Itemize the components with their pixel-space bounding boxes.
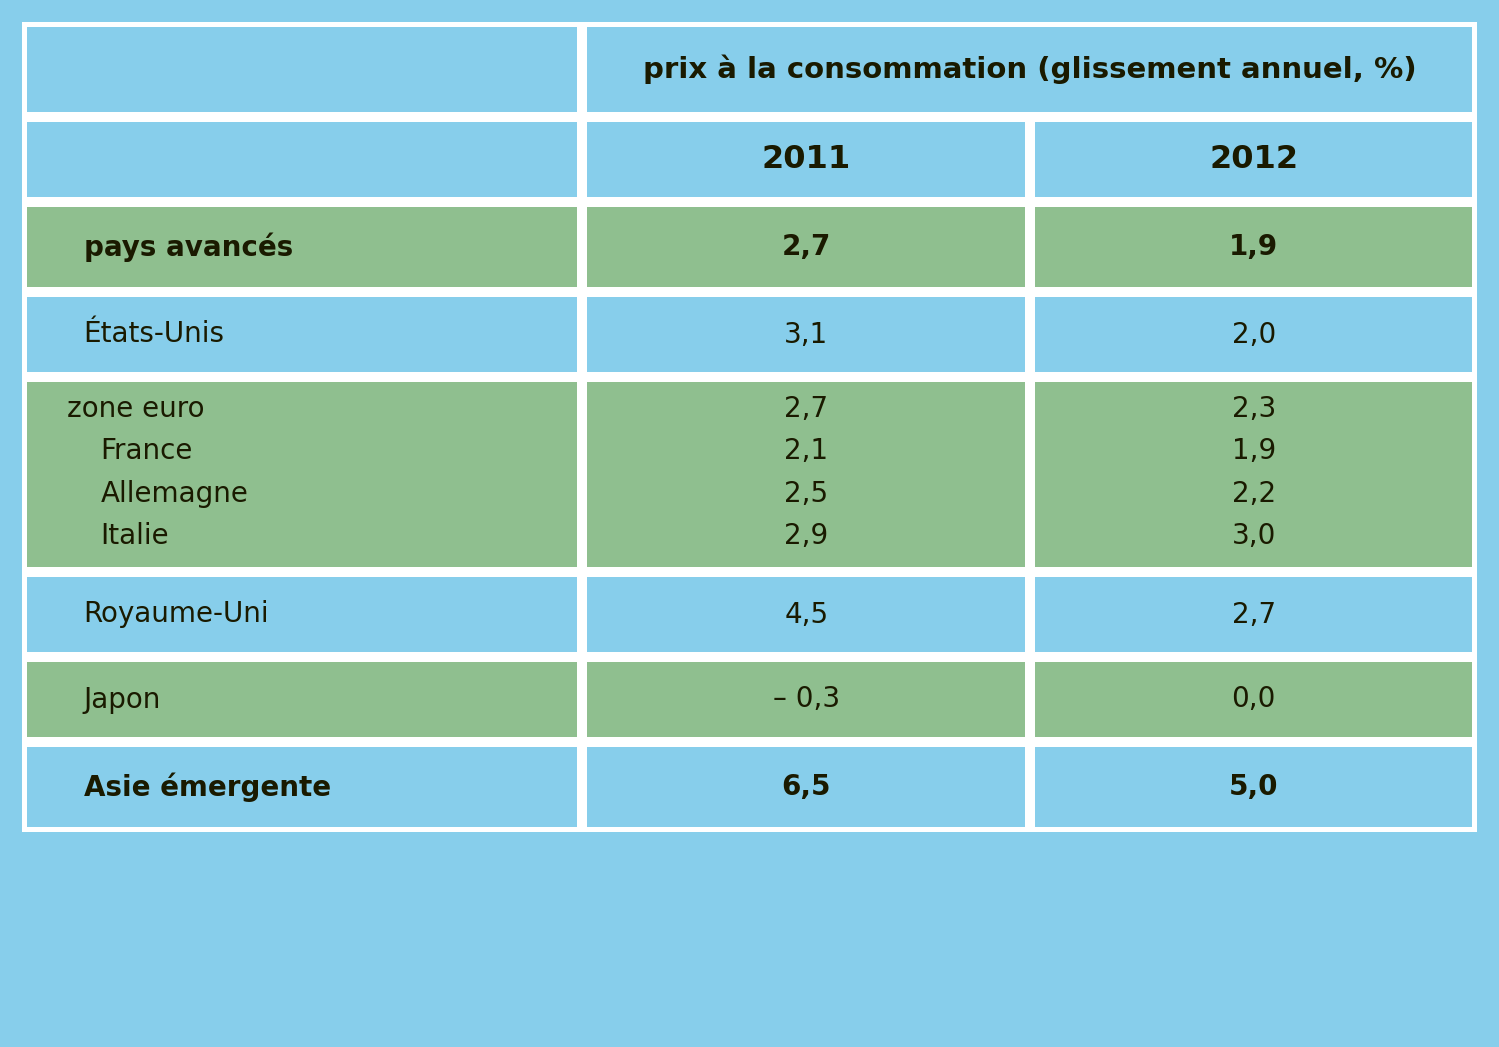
Bar — [588, 662, 1025, 737]
Text: Japon: Japon — [84, 686, 160, 713]
Text: France: France — [100, 438, 193, 465]
Bar — [1036, 122, 1472, 197]
Bar — [588, 747, 1025, 827]
Bar — [588, 27, 1472, 112]
Text: 5,0: 5,0 — [1229, 773, 1279, 801]
Bar — [1036, 577, 1472, 652]
Text: 1,9: 1,9 — [1229, 233, 1279, 261]
Text: 3,0: 3,0 — [1232, 522, 1276, 550]
Text: 6,5: 6,5 — [781, 773, 830, 801]
Text: Royaume-Uni: Royaume-Uni — [84, 601, 270, 628]
Bar — [1036, 382, 1472, 567]
Bar — [1036, 662, 1472, 737]
Bar — [22, 658, 1477, 742]
Bar — [588, 382, 1025, 567]
Text: 2,5: 2,5 — [784, 480, 829, 508]
Text: 2,7: 2,7 — [784, 395, 829, 423]
Bar — [27, 577, 577, 652]
Bar — [27, 122, 577, 197]
Bar — [27, 27, 577, 112]
Bar — [1036, 747, 1472, 827]
Bar — [22, 292, 1477, 377]
Bar — [27, 297, 577, 372]
Text: 2,7: 2,7 — [1232, 601, 1276, 628]
Text: 2,2: 2,2 — [1232, 480, 1276, 508]
Text: 2,9: 2,9 — [784, 522, 829, 550]
Bar — [22, 742, 1477, 832]
Text: Italie: Italie — [100, 522, 169, 550]
Bar — [27, 382, 577, 567]
Bar — [1036, 207, 1472, 287]
Text: 2,0: 2,0 — [1232, 320, 1276, 349]
Bar — [27, 747, 577, 827]
Text: 2,7: 2,7 — [781, 233, 830, 261]
Text: 2,1: 2,1 — [784, 438, 829, 465]
Bar — [27, 207, 577, 287]
Bar — [22, 572, 1477, 658]
Bar — [22, 22, 1477, 117]
Bar — [22, 117, 1477, 202]
Bar — [588, 577, 1025, 652]
Text: zone euro: zone euro — [67, 395, 204, 423]
Text: 2,3: 2,3 — [1232, 395, 1276, 423]
Bar — [588, 122, 1025, 197]
Text: 1,9: 1,9 — [1232, 438, 1276, 465]
Text: 2011: 2011 — [761, 144, 851, 175]
Bar — [588, 297, 1025, 372]
Text: – 0,3: – 0,3 — [772, 686, 839, 713]
Bar — [1036, 297, 1472, 372]
Text: 0,0: 0,0 — [1232, 686, 1276, 713]
Bar — [27, 662, 577, 737]
Bar — [588, 207, 1025, 287]
Bar — [22, 202, 1477, 292]
Text: États-Unis: États-Unis — [84, 320, 225, 349]
Text: Asie émergente: Asie émergente — [84, 773, 331, 802]
Text: prix à la consommation (glissement annuel, %): prix à la consommation (glissement annue… — [643, 54, 1417, 84]
Text: Allemagne: Allemagne — [100, 480, 249, 508]
Text: 3,1: 3,1 — [784, 320, 829, 349]
Bar — [22, 377, 1477, 572]
Text: pays avancés: pays avancés — [84, 232, 292, 262]
Text: 4,5: 4,5 — [784, 601, 829, 628]
Text: 2012: 2012 — [1210, 144, 1298, 175]
